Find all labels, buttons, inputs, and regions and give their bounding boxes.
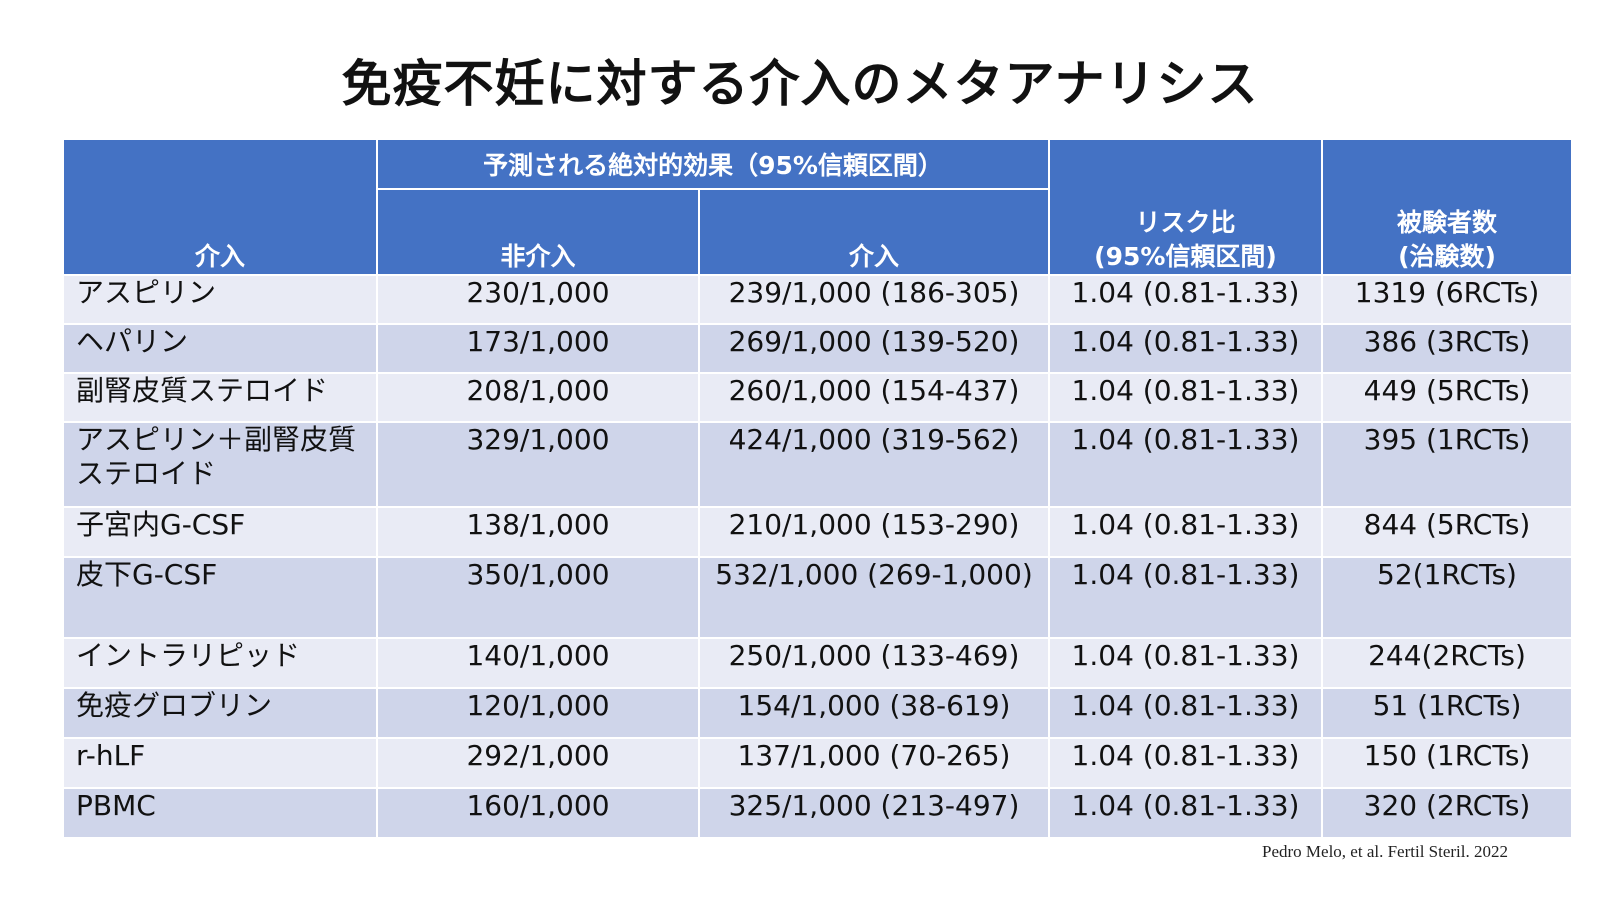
cell-participants: 844 (5RCTs) xyxy=(1321,506,1573,558)
meta-analysis-table: 介入 予測される絶対的効果（95%信頼区間） リスク比 (95%信頼区間) 被験… xyxy=(62,138,1573,839)
cell-treatment: 325/1,000 (213-497) xyxy=(698,787,1050,839)
cell-risk-ratio: 1.04 (0.81-1.33) xyxy=(1048,637,1323,689)
cell-treatment: 154/1,000 (38-619) xyxy=(698,687,1050,739)
cell-treatment: 424/1,000 (319-562) xyxy=(698,421,1050,508)
citation: Pedro Melo, et al. Fertil Steril. 2022 xyxy=(1262,842,1508,861)
table-row: ヘパリン 173/1,000 269/1,000 (139-520) 1.04 (0.… xyxy=(62,323,1573,374)
cell-intervention-name: アスピリン xyxy=(62,274,378,325)
cell-risk-ratio: 1.04 (0.81-1.33) xyxy=(1048,787,1323,839)
header-treatment: 介入 xyxy=(698,188,1050,276)
cell-participants: 244(2RCTs) xyxy=(1321,637,1573,689)
cell-participants: 395 (1RCTs) xyxy=(1321,421,1573,508)
cell-intervention-name: 副腎皮質ステロイド xyxy=(62,372,378,423)
cell-risk-ratio: 1.04 (0.81-1.33) xyxy=(1048,687,1323,739)
table-row: 副腎皮質ステロイド 208/1,000 260/1,000 (154-437) 1.0… xyxy=(62,372,1573,423)
cell-participants: 150 (1RCTs) xyxy=(1321,737,1573,789)
cell-intervention-name: 皮下G-CSF xyxy=(62,556,378,639)
cell-risk-ratio: 1.04 (0.81-1.33) xyxy=(1048,274,1323,325)
table-row: アスピリン＋副腎皮質ステロイド 329/1,000 424/1,000 (319-5… xyxy=(62,421,1573,508)
cell-participants: 386 (3RCTs) xyxy=(1321,323,1573,374)
table-row: 皮下G-CSF 350/1,000 532/1,000 (269-1,000) 1.0… xyxy=(62,556,1573,639)
table-row: 子宮内G-CSF 138/1,000 210/1,000 (153-290) 1.04… xyxy=(62,506,1573,558)
cell-control: 208/1,000 xyxy=(376,372,700,423)
header-absolute-effect: 予測される絶対的効果（95%信頼区間） xyxy=(376,138,1050,190)
cell-treatment: 250/1,000 (133-469) xyxy=(698,637,1050,689)
cell-intervention-name: ヘパリン xyxy=(62,323,378,374)
cell-control: 292/1,000 xyxy=(376,737,700,789)
cell-control: 160/1,000 xyxy=(376,787,700,839)
cell-treatment: 137/1,000 (70-265) xyxy=(698,737,1050,789)
header-control: 非介入 xyxy=(376,188,700,276)
cell-risk-ratio: 1.04 (0.81-1.33) xyxy=(1048,421,1323,508)
cell-control: 350/1,000 xyxy=(376,556,700,639)
cell-intervention-name: 免疫グロブリン xyxy=(62,687,378,739)
cell-risk-ratio: 1.04 (0.81-1.33) xyxy=(1048,737,1323,789)
cell-intervention-name: 子宮内G-CSF xyxy=(62,506,378,558)
table-row: r-hLF 292/1,000 137/1,000 (70-265) 1.04 (0.… xyxy=(62,737,1573,789)
cell-risk-ratio: 1.04 (0.81-1.33) xyxy=(1048,372,1323,423)
cell-risk-ratio: 1.04 (0.81-1.33) xyxy=(1048,323,1323,374)
cell-participants: 1319 (6RCTs) xyxy=(1321,274,1573,325)
cell-treatment: 269/1,000 (139-520) xyxy=(698,323,1050,374)
cell-treatment: 210/1,000 (153-290) xyxy=(698,506,1050,558)
cell-control: 173/1,000 xyxy=(376,323,700,374)
table-row: アスピリン 230/1,000 239/1,000 (186-305) 1.04 (0… xyxy=(62,274,1573,325)
header-intervention: 介入 xyxy=(62,138,378,276)
cell-intervention-name: r-hLF xyxy=(62,737,378,789)
cell-treatment: 260/1,000 (154-437) xyxy=(698,372,1050,423)
cell-control: 329/1,000 xyxy=(376,421,700,508)
table-row: 免疫グロブリン 120/1,000 154/1,000 (38-619) 1.04 (… xyxy=(62,687,1573,739)
cell-intervention-name: アスピリン＋副腎皮質ステロイド xyxy=(62,421,378,508)
cell-control: 120/1,000 xyxy=(376,687,700,739)
cell-risk-ratio: 1.04 (0.81-1.33) xyxy=(1048,556,1323,639)
table-row: PBMC 160/1,000 325/1,000 (213-497) 1.04 (0.… xyxy=(62,787,1573,839)
cell-control: 230/1,000 xyxy=(376,274,700,325)
cell-risk-ratio: 1.04 (0.81-1.33) xyxy=(1048,506,1323,558)
cell-control: 140/1,000 xyxy=(376,637,700,689)
slide-title: 免疫不妊に対する介入のメタアナリシス xyxy=(341,55,1259,113)
cell-intervention-name: イントラリピッド xyxy=(62,637,378,689)
cell-participants: 51 (1RCTs) xyxy=(1321,687,1573,739)
table-row: イントラリピッド 140/1,000 250/1,000 (133-469) 1.04… xyxy=(62,637,1573,689)
cell-participants: 52(1RCTs) xyxy=(1321,556,1573,639)
cell-participants: 449 (5RCTs) xyxy=(1321,372,1573,423)
cell-participants: 320 (2RCTs) xyxy=(1321,787,1573,839)
table-body: アスピリン 230/1,000 239/1,000 (186-305) 1.04 (0… xyxy=(62,274,1573,839)
header-risk-ratio: リスク比 (95%信頼区間) xyxy=(1048,138,1323,276)
cell-intervention-name: PBMC xyxy=(62,787,378,839)
cell-treatment: 532/1,000 (269-1,000) xyxy=(698,556,1050,639)
cell-treatment: 239/1,000 (186-305) xyxy=(698,274,1050,325)
cell-control: 138/1,000 xyxy=(376,506,700,558)
table-header: 介入 予測される絶対的効果（95%信頼区間） リスク比 (95%信頼区間) 被験… xyxy=(62,138,1573,276)
header-participants: 被験者数 (治験数) xyxy=(1321,138,1573,276)
